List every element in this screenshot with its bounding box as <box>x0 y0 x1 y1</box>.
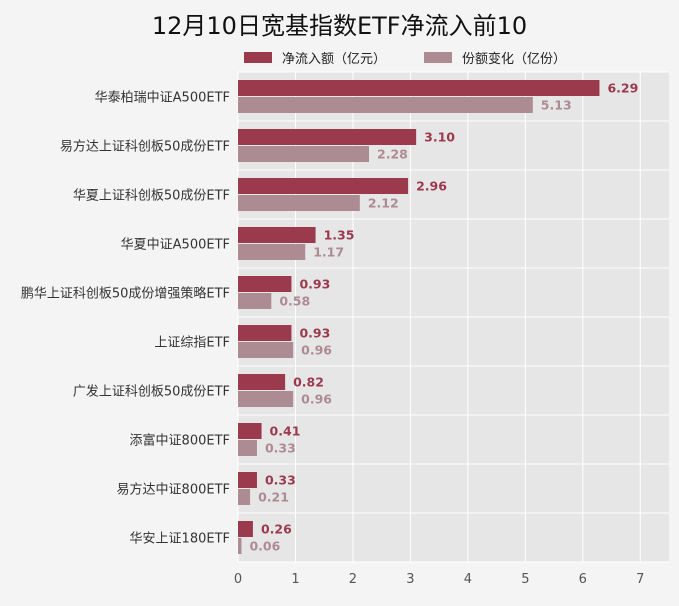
bar-share-change <box>238 244 306 260</box>
bar-net-inflow <box>238 227 316 243</box>
bar-share-change <box>238 146 370 162</box>
data-label-net-inflow: 0.41 <box>270 424 301 439</box>
data-label-net-inflow: 0.93 <box>299 277 330 292</box>
x-tick-label: 6 <box>579 572 587 587</box>
bar-share-change <box>238 489 251 505</box>
category-label: 华安上证180ETF <box>130 532 230 547</box>
data-label-share-change: 2.28 <box>377 147 408 162</box>
data-label-share-change: 0.96 <box>301 343 332 358</box>
data-label-share-change: 0.06 <box>249 539 280 554</box>
bar-share-change <box>238 342 294 358</box>
category-label: 华夏中证A500ETF <box>121 238 230 253</box>
bar-share-change <box>238 97 533 113</box>
data-label-share-change: 0.21 <box>258 490 289 505</box>
x-tick-label: 7 <box>636 572 644 587</box>
data-label-share-change: 1.17 <box>313 245 344 260</box>
bar-share-change <box>238 440 257 456</box>
data-label-net-inflow: 6.29 <box>607 81 638 96</box>
bar-share-change <box>238 195 360 211</box>
category-label: 鹏华上证科创板50成份增强策略ETF <box>21 286 230 302</box>
data-label-share-change: 0.33 <box>265 441 296 456</box>
bar-net-inflow <box>238 325 292 341</box>
x-tick-label: 3 <box>406 572 414 587</box>
x-tick-label: 0 <box>234 572 242 587</box>
bar-net-inflow <box>238 472 257 488</box>
data-label-net-inflow: 0.26 <box>261 522 292 537</box>
category-label: 华泰柏瑞中证A500ETF <box>95 91 230 106</box>
legend-swatch-net <box>244 52 272 63</box>
bar-share-change <box>238 293 272 309</box>
category-label: 广发上证科创板50成份ETF <box>73 384 230 400</box>
data-label-net-inflow: 3.10 <box>424 130 455 145</box>
x-tick-label: 4 <box>464 572 472 587</box>
bar-net-inflow <box>238 521 253 537</box>
data-label-share-change: 5.13 <box>541 98 572 113</box>
data-label-net-inflow: 0.93 <box>299 326 330 341</box>
bar-net-inflow <box>238 374 286 390</box>
bar-share-change <box>238 391 294 407</box>
legend-label-net: 净流入额（亿元） <box>282 52 387 67</box>
x-tick-label: 5 <box>521 572 529 587</box>
x-tick-label: 1 <box>291 572 299 587</box>
chart-title: 12月10日宽基指数ETF净流入前10 <box>151 12 528 40</box>
data-label-share-change: 0.96 <box>301 392 332 407</box>
x-tick-label: 2 <box>349 572 357 587</box>
legend-item-share: 份额变化（亿份） <box>424 48 566 67</box>
category-label: 上证综指ETF <box>154 336 230 351</box>
bar-net-inflow <box>238 178 409 194</box>
data-label-share-change: 0.58 <box>279 294 310 309</box>
category-label: 易方达中证800ETF <box>117 482 230 498</box>
data-label-net-inflow: 0.33 <box>265 473 296 488</box>
bar-share-change <box>238 538 242 554</box>
legend-label-share: 份额变化（亿份） <box>462 52 567 67</box>
bar-net-inflow <box>238 423 262 439</box>
category-label: 易方达上证科创板50成份ETF <box>60 139 230 155</box>
data-label-net-inflow: 1.35 <box>324 228 355 243</box>
legend-swatch-share <box>424 52 452 63</box>
data-label-net-inflow: 2.96 <box>416 179 447 194</box>
bar-net-inflow <box>238 80 600 96</box>
category-label: 华夏上证科创板50成份ETF <box>73 189 230 204</box>
legend-item-net: 净流入额（亿元） <box>244 48 386 67</box>
category-label: 添富中证800ETF <box>130 433 230 449</box>
data-label-share-change: 2.12 <box>368 196 399 211</box>
bar-net-inflow <box>238 129 417 145</box>
data-label-net-inflow: 0.82 <box>293 375 324 390</box>
bar-net-inflow <box>238 276 292 292</box>
